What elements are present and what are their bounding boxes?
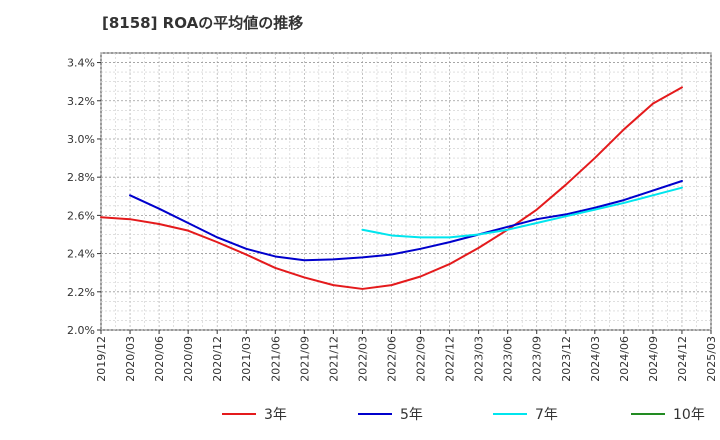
y-tick-label: 2.2% (67, 286, 95, 299)
legend-label: 3年 (264, 407, 287, 423)
plot-area (100, 52, 712, 331)
x-tick-label: 2024/09 (647, 336, 660, 382)
x-tick-label: 2020/03 (124, 336, 137, 382)
x-tick-label: 2023/12 (560, 336, 573, 382)
legend-label: 10年 (673, 407, 705, 423)
y-tick-label: 3.0% (67, 133, 95, 146)
x-tick-label: 2021/03 (240, 336, 253, 382)
series-line-5年 (129, 179, 683, 262)
x-tick-label: 2025/03 (705, 336, 718, 382)
chart-title: [8158] ROAの平均値の推移 (102, 14, 304, 32)
series-line-3年 (100, 86, 683, 290)
x-tick-label: 2023/06 (502, 336, 515, 382)
x-tick-label: 2020/09 (182, 336, 195, 382)
x-tick-label: 2021/06 (269, 336, 282, 382)
x-tick-label: 2023/03 (473, 336, 486, 382)
grid-layer (100, 52, 712, 331)
y-tick-label: 3.2% (67, 95, 95, 108)
x-tick-label: 2022/06 (385, 336, 398, 382)
x-tick-label: 2021/12 (327, 336, 340, 382)
series-layer (100, 86, 683, 290)
y-tick-label: 2.8% (67, 171, 95, 184)
y-tick-label: 2.4% (67, 248, 95, 261)
y-tick-label: 2.0% (67, 324, 95, 337)
x-tick-label: 2022/09 (415, 336, 428, 382)
x-tick-label: 2023/09 (531, 336, 544, 382)
y-tick-label: 2.6% (67, 209, 95, 222)
x-tick-label: 2024/06 (618, 336, 631, 382)
x-tick-label: 2024/03 (589, 336, 602, 382)
legend-label: 7年 (535, 407, 558, 423)
y-tick-label: 3.4% (67, 57, 95, 70)
x-tick-label: 2022/03 (356, 336, 369, 382)
legend: 3年 5年 7年 10年 (222, 407, 705, 423)
x-tick-label: 2024/12 (676, 336, 689, 382)
axis-layer: 2.0% 2.2% 2.4% 2.6% 2.8% 3.0% 3.2% 3.4% 2019/12 2… (67, 57, 718, 382)
x-tick-label: 2021/09 (298, 336, 311, 382)
legend-label: 5年 (400, 407, 423, 423)
x-tick-label: 2022/12 (444, 336, 457, 382)
x-tick-label: 2020/12 (211, 336, 224, 382)
x-tick-label: 2020/06 (153, 336, 166, 382)
series-line-7年 (361, 186, 683, 239)
x-tick-label: 2019/12 (95, 336, 108, 382)
